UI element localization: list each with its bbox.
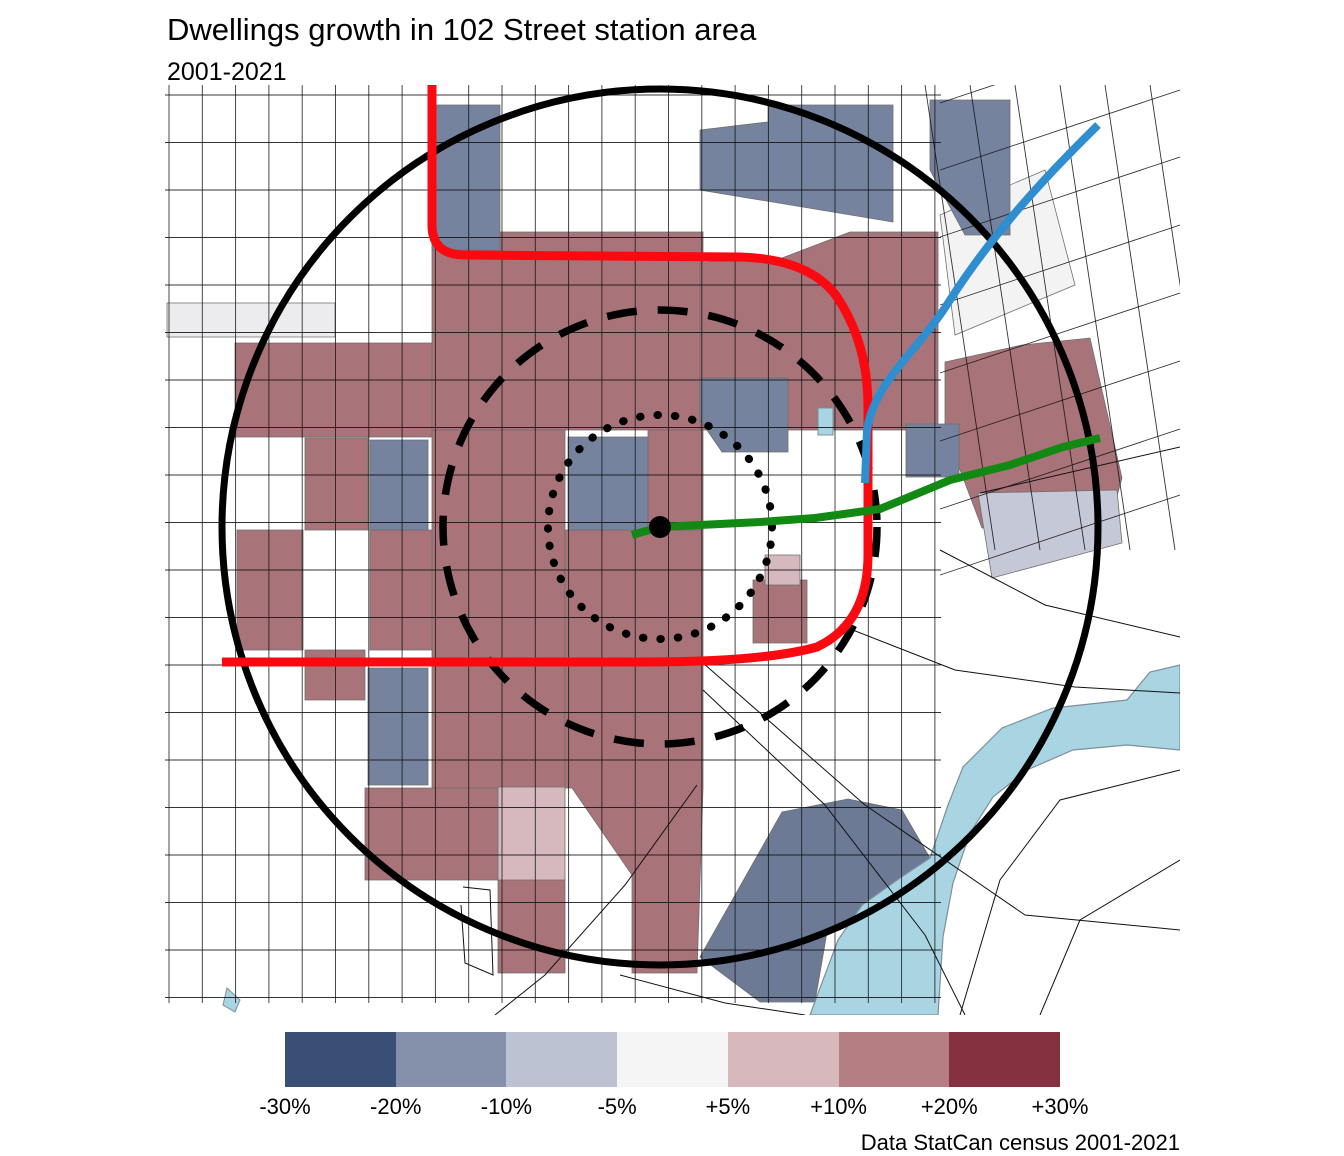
growth-color-legend <box>285 1032 1061 1087</box>
legend-swatch-0 <box>285 1032 396 1087</box>
green-line <box>630 434 1101 539</box>
area-rose-center-east <box>647 429 704 531</box>
street-ne-gentle <box>939 494 1181 576</box>
page-subtitle: 2001-2021 <box>167 58 287 86</box>
legend-label-7: +30% <box>1031 1094 1089 1119</box>
page-title: Dwellings growth in 102 Street station a… <box>167 12 757 47</box>
river <box>809 664 1181 1016</box>
legend-label-6: +20% <box>920 1094 978 1119</box>
legend-label-3: -5% <box>597 1094 637 1119</box>
street-ne-gentle <box>939 360 1181 442</box>
road-e-mid <box>839 624 1181 694</box>
legend-label-2: -10% <box>480 1094 533 1119</box>
legend-swatch-4 <box>727 1032 839 1087</box>
red-line <box>222 85 873 667</box>
legend-swatch-6 <box>949 1032 1061 1087</box>
area-rose-cell-2 <box>236 529 304 651</box>
legend-label-1: -20% <box>370 1094 422 1119</box>
legend-label-5: +10% <box>810 1094 868 1119</box>
street-ne-steep <box>1104 84 1176 551</box>
area-pink-sw <box>497 786 566 881</box>
area-rose-west-column <box>431 429 566 791</box>
area-rose-cell-1 <box>304 437 369 531</box>
ring-inner-dotted <box>544 411 776 643</box>
road-s-1 <box>619 974 806 1016</box>
road-river-east <box>1039 859 1181 1016</box>
blue-line <box>861 122 1101 484</box>
road-se-2 <box>702 689 966 1016</box>
map-canvas <box>165 22 1221 1016</box>
data-attribution: Data StatCan census 2001-2021 <box>860 1130 1180 1155</box>
street-ne-gentle <box>939 89 1181 171</box>
road-river-west <box>959 769 1181 1016</box>
road-small-loop <box>460 886 494 976</box>
road-e-diag <box>979 446 1181 494</box>
area-blue-left-upper <box>369 439 429 531</box>
street-ne-steep <box>1059 84 1131 551</box>
street-ne-gentle <box>939 428 1181 510</box>
legend-label-4: +5% <box>705 1094 751 1119</box>
legend-label-0: -30% <box>259 1094 311 1119</box>
street-ne-gentle <box>939 224 1181 306</box>
area-blue-right-square <box>905 423 960 478</box>
legend-swatch-5 <box>838 1032 950 1087</box>
street-ne-steep <box>969 84 1041 551</box>
station-marker <box>649 516 671 538</box>
area-lavender-east <box>977 489 1123 579</box>
ring-middle-dashed <box>439 306 881 748</box>
area-blue-left-lower <box>367 667 429 786</box>
legend-edge-labels: -30% -20% -10% -5% +5% +10% +20% +30% <box>259 1094 1088 1122</box>
area-rose-below-pink <box>497 877 566 974</box>
road-sw-diag <box>494 784 698 1016</box>
legend-swatch-1 <box>395 1032 507 1087</box>
legend-swatch-2 <box>506 1032 618 1087</box>
legend-swatch-3 <box>617 1032 728 1087</box>
street-ne-steep <box>1014 84 1086 551</box>
ring-outer-solid <box>218 85 1102 969</box>
area-rose-se-square <box>752 579 808 644</box>
station-area-map <box>165 22 1221 1016</box>
road-e-lower <box>939 549 1181 638</box>
area-rose-cell-3 <box>369 529 433 651</box>
street-ne-gentle <box>939 292 1181 374</box>
pond-0 <box>817 407 834 436</box>
area-lightgray-strip <box>166 302 336 338</box>
